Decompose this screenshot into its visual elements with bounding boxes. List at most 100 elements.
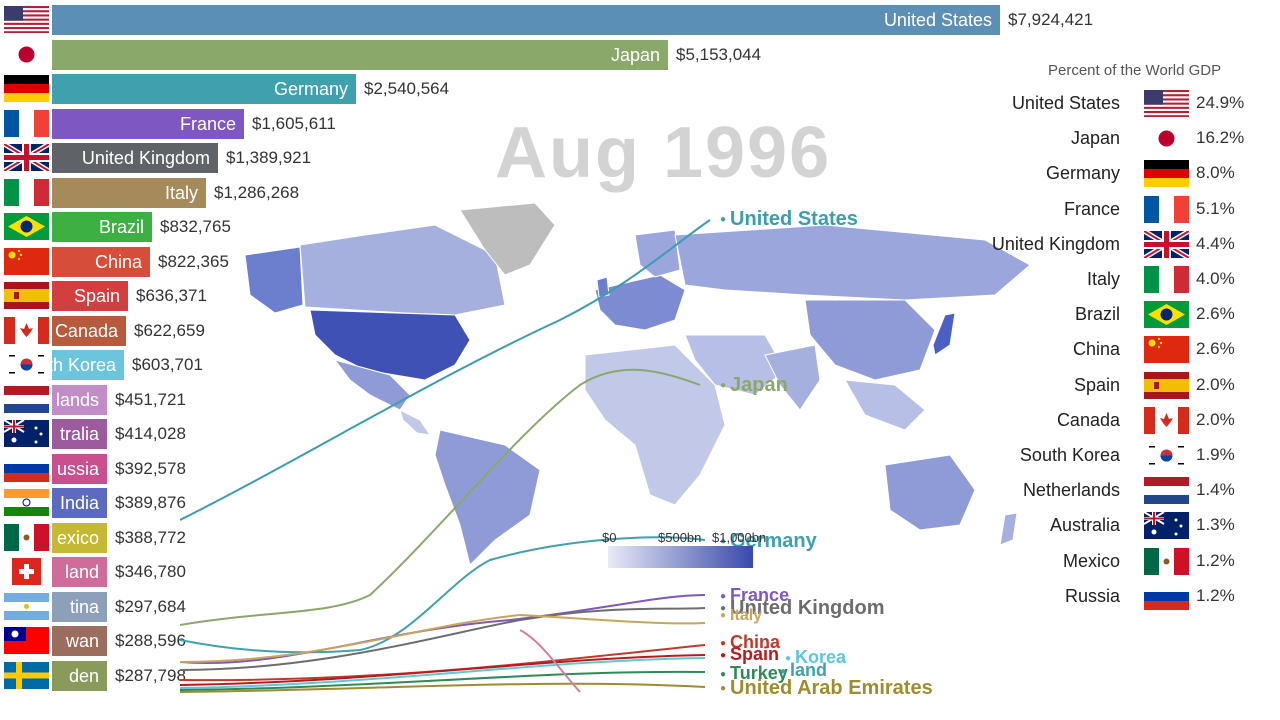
bar-row: Spain $636,371	[0, 281, 1280, 311]
legend-percent: 4.0%	[1196, 269, 1235, 288]
map-new-zealand	[999, 512, 1018, 546]
legend-item: France 5.1%	[985, 194, 1255, 224]
scale-min-label: $0	[602, 530, 617, 545]
legend-percent: 2.6%	[1196, 304, 1235, 324]
scale-max-label: $1,000bn	[712, 530, 767, 545]
bar-row: tralia $414,028	[0, 419, 1280, 449]
line-italy	[180, 613, 706, 663]
legend-country: Germany	[1045, 163, 1120, 184]
flag-de-icon	[4, 75, 49, 102]
bar: tina	[52, 591, 107, 622]
legend-percent: 1.2%	[1196, 550, 1235, 570]
line-end-label: ● China	[720, 632, 781, 652]
line-end-label-text: Italy	[730, 607, 763, 624]
bar-label: China	[94, 251, 142, 272]
line-end-label-text: United Kingdom	[730, 597, 885, 619]
bar: land	[52, 557, 107, 587]
map-uk	[596, 276, 610, 298]
bar: Brazil	[52, 212, 152, 242]
bar-value: $7,924,421	[1008, 10, 1094, 29]
bar: den	[52, 660, 107, 691]
bar-label: exico	[56, 527, 99, 548]
line-end-label: ● Korea	[785, 647, 847, 667]
bar-row: ussia $392,578	[0, 453, 1280, 484]
bar: United Kingdom	[52, 143, 218, 173]
flag-kr-icon	[1144, 442, 1189, 469]
legend-percent: 1.4%	[1196, 480, 1235, 500]
line-korea	[180, 657, 706, 689]
flag-br-icon	[1144, 301, 1189, 329]
bar: tralia	[52, 419, 107, 449]
gdp-line-chart	[180, 219, 711, 693]
bar-label: Germany	[273, 79, 348, 99]
period-label: Aug 1996	[495, 113, 832, 193]
legend-percent: 2.0%	[1196, 374, 1235, 394]
legend-country: Australia	[1049, 515, 1120, 536]
legend-item: Australia 1.3%	[985, 510, 1255, 540]
flag-in-icon	[4, 489, 49, 516]
flag-it-icon	[1144, 266, 1189, 293]
bar-label: Spain	[73, 286, 120, 306]
map-alaska	[244, 246, 304, 314]
line-end-label-text: Spain	[730, 644, 780, 664]
flag-ch-icon	[4, 558, 49, 585]
flag-mx-icon	[1144, 547, 1189, 575]
bar-value: $832,765	[160, 217, 231, 236]
bar-row: Canada $622,659	[0, 315, 1280, 346]
bar: China	[52, 246, 150, 277]
flag-au-icon	[1144, 512, 1189, 540]
legend-item: China 2.6%	[985, 334, 1255, 364]
flag-de-icon	[1144, 160, 1189, 188]
line-end-label: ● land	[780, 660, 828, 680]
bar: Canada	[52, 315, 126, 346]
line-turkey	[180, 670, 706, 691]
legend-percent: 8.0%	[1196, 163, 1235, 183]
legend-country: South Korea	[1019, 445, 1120, 465]
flag-gb-icon	[1144, 230, 1189, 258]
bar: India	[52, 488, 107, 518]
flag-ar-icon	[4, 592, 49, 620]
legend-percent: 5.1%	[1196, 198, 1235, 218]
bar-row: wan $288,596	[0, 626, 1280, 656]
bar-label: Japan	[610, 44, 660, 65]
flag-kr-icon	[4, 351, 49, 378]
line-end-label-text: Japan	[730, 374, 788, 396]
legend-percent: 1.2%	[1196, 585, 1235, 605]
map-south-america	[434, 429, 541, 566]
map-china	[804, 299, 936, 381]
flag-jp-icon	[4, 40, 49, 68]
legend-item: Russia 1.2%	[985, 581, 1255, 611]
flag-nl-icon	[4, 385, 49, 413]
map-greenland	[459, 202, 556, 276]
bar: ussia	[52, 453, 107, 484]
bar-value: $822,365	[158, 251, 229, 271]
bar-value: $603,701	[132, 355, 203, 374]
map-usa	[309, 309, 471, 381]
legend-percent: 4.4%	[1196, 233, 1235, 253]
line-united-states	[180, 219, 711, 521]
bar-row: Italy $1,286,268	[0, 177, 1280, 208]
legend-item: South Korea 1.9%	[985, 440, 1255, 470]
line-misc	[519, 629, 581, 693]
bar-label: lands	[55, 389, 99, 410]
bar-row: land $346,780	[0, 557, 1280, 587]
line-japan	[180, 368, 701, 626]
bar-label: France	[179, 113, 236, 134]
line-end-label-text: United Arab Emirates	[730, 677, 933, 699]
bar-value: $636,371	[136, 286, 207, 305]
bar-label: Canada	[54, 320, 118, 341]
bar-label: United Kingdom	[81, 148, 210, 168]
line-end-label: ● France	[720, 585, 790, 605]
bar-value: $392,578	[115, 458, 186, 478]
flag-cn-icon	[4, 247, 49, 275]
legend-country: Japan	[1070, 128, 1120, 149]
map-europe	[594, 274, 686, 331]
legend-percent: 1.9%	[1196, 445, 1235, 464]
legend-country: United States	[1011, 93, 1120, 113]
line-end-label: ● United Arab Emirates	[720, 677, 933, 699]
legend-country: Brazil	[1074, 304, 1120, 325]
bar-row: lands $451,721	[0, 384, 1280, 415]
bar: th Korea	[48, 350, 124, 380]
bar-row: United Kingdom $1,389,921	[0, 143, 1280, 173]
bar-label: th Korea	[47, 355, 116, 375]
